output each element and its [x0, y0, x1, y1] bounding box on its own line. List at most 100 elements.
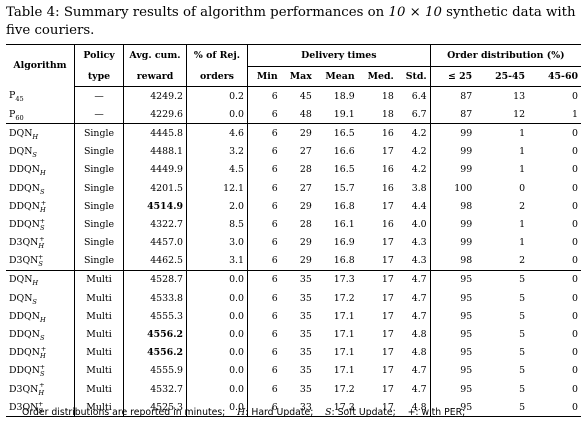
- max-cell: 48: [280, 105, 315, 125]
- table-row: DDQNS Single 4201.5 12.1 6 27 15.7 16 3.8 100 0 0: [6, 178, 581, 198]
- std-cell: 4.8: [396, 398, 431, 418]
- rejected-orders-cell: 0.0: [186, 307, 248, 326]
- algorithm-name: DDQN: [9, 200, 40, 212]
- std-cell: 6.7: [396, 105, 431, 125]
- table-row: DDQNH Multi 4555.3 0.0 6 35 17.1 17 4.7 95 5 0: [6, 307, 581, 326]
- dist-45-60-cell: 0: [528, 398, 581, 418]
- min-cell: 6: [271, 200, 278, 212]
- std-cell: 3.8: [396, 178, 431, 198]
- algorithm-cell: DDQNS+: [6, 361, 75, 380]
- rejected-orders-cell: 3.0: [186, 233, 248, 252]
- reward-cell: 4462.5: [123, 251, 187, 271]
- header-policy-line2: type: [74, 66, 124, 87]
- algorithm-cell: D3QNS+: [6, 398, 75, 418]
- table-row: D3QNS+ Single 4462.5 3.1 6 29 16.8 17 4.3 98 2 0: [6, 251, 581, 271]
- header-std: Std.: [396, 66, 431, 87]
- dist-25-45-cell: 1: [519, 146, 526, 158]
- algorithm-subscript: S: [38, 406, 43, 415]
- median-cell: 17: [381, 274, 394, 286]
- header-dist-le25: ≤ 25: [430, 66, 476, 87]
- algorithm-name: DDQN: [9, 329, 40, 341]
- dist-25-45-cell: 5: [519, 310, 526, 322]
- std-cell: 4.7: [396, 361, 431, 380]
- median-cell: 16: [381, 127, 394, 139]
- rejected-orders-cell: 0.0: [186, 105, 248, 125]
- algorithm-subscript: H: [38, 241, 45, 250]
- std-cell: 4.0: [396, 215, 431, 234]
- max-cell: 29: [299, 237, 312, 249]
- algorithm-name: P: [9, 90, 16, 102]
- dist-25-45-cell: 13: [513, 90, 526, 102]
- header-rej-line1: % of Rej.: [186, 44, 248, 67]
- std-cell: 4.7: [396, 307, 431, 326]
- algorithm-cell: DQNH: [6, 270, 75, 290]
- dist-25-45-cell: 2: [475, 251, 529, 271]
- std-cell: 4.8: [396, 343, 431, 362]
- dist-25-45-cell: 5: [475, 398, 529, 418]
- max-cell: 27: [299, 146, 312, 158]
- dist-45-60-cell: 0: [572, 90, 578, 102]
- reward-cell: 4249.2: [123, 86, 187, 106]
- max-cell: 29: [280, 251, 315, 271]
- algorithm-cell: DDQNS+: [6, 215, 75, 234]
- header-reward-line1: Avg. cum.: [123, 44, 187, 67]
- dist-45-60-cell: 0: [572, 237, 578, 249]
- mean-cell: 17.1: [333, 310, 355, 322]
- rejected-orders-cell: 2.0: [186, 197, 248, 216]
- policy-cell: Single: [74, 142, 124, 161]
- policy-cell: Single: [74, 123, 124, 143]
- policy-cell: Multi: [74, 325, 124, 344]
- rejected-orders-cell: 3.2: [186, 142, 248, 161]
- std-cell: 4.2: [396, 142, 431, 161]
- footnote-s-symbol: S: [325, 407, 332, 418]
- header-policy-line1: Policy: [74, 44, 124, 67]
- rejected-orders-cell: 8.5: [186, 215, 248, 234]
- dist-le25-cell: 100: [454, 182, 473, 194]
- footnote-h-text: : Hard Update;: [245, 407, 314, 418]
- algorithm-cell: D3QNH+: [6, 233, 75, 252]
- algorithm-cell: DDQNH+: [6, 343, 75, 362]
- dist-le25-cell: 95: [460, 310, 473, 322]
- reward-cell: 4322.7: [123, 215, 187, 234]
- dist-45-60-cell: 0: [572, 218, 578, 230]
- dist-25-45-cell: 1: [519, 127, 526, 139]
- median-cell: 16: [381, 182, 394, 194]
- algorithm-superscript: +: [40, 198, 47, 207]
- caption-math: 10 × 10: [388, 5, 442, 20]
- min-cell: 6: [271, 237, 278, 249]
- mean-cell: 17.3: [333, 274, 355, 286]
- dist-le25-cell: 98: [460, 200, 473, 212]
- algorithm-subscript: H: [39, 169, 46, 178]
- reward-cell: 4555.9: [123, 361, 187, 380]
- algorithm-subscript: S: [39, 187, 45, 196]
- policy-cell: Multi: [74, 398, 124, 418]
- table-row: DQNS Multi 4533.8 0.0 6 35 17.2 17 4.7 95 5 0: [6, 289, 581, 308]
- header-min: Min: [247, 66, 281, 87]
- reward-cell: 4229.6: [123, 105, 187, 125]
- median-cell: 17: [381, 329, 394, 341]
- std-cell: 4.2: [396, 123, 431, 143]
- dist-45-60-cell: 0: [572, 292, 578, 304]
- std-cell: 4.7: [396, 380, 431, 399]
- algorithm-superscript: +: [37, 253, 44, 262]
- dist-le25-cell: 95: [460, 292, 473, 304]
- std-cell: 4.2: [396, 160, 431, 179]
- dist-45-60-cell: 0: [572, 347, 578, 359]
- algorithm-cell: P45: [6, 86, 75, 106]
- reward-cell: 4528.7: [123, 270, 187, 290]
- rejected-orders-cell: 0.0: [186, 343, 248, 362]
- algorithm-name: D3QN: [9, 255, 39, 267]
- dist-45-60-cell: 0: [528, 251, 581, 271]
- mean-cell: 16.8: [333, 200, 355, 212]
- algorithm-name: DDQN: [9, 218, 40, 230]
- results-table: Algorithm Policy Avg. cum. % of Rej. Del…: [6, 44, 581, 418]
- reward-cell: 4488.1: [123, 142, 187, 161]
- dist-le25-cell: 99: [460, 164, 473, 176]
- mean-cell: 16.9: [333, 237, 355, 249]
- dist-le25-cell: 99: [460, 237, 473, 249]
- footnote-h-symbol: H: [237, 407, 246, 418]
- dist-le25-cell: 95: [460, 365, 473, 377]
- header-dist-45-60: 45-60: [528, 66, 581, 87]
- reward-cell: 4201.5: [123, 178, 187, 198]
